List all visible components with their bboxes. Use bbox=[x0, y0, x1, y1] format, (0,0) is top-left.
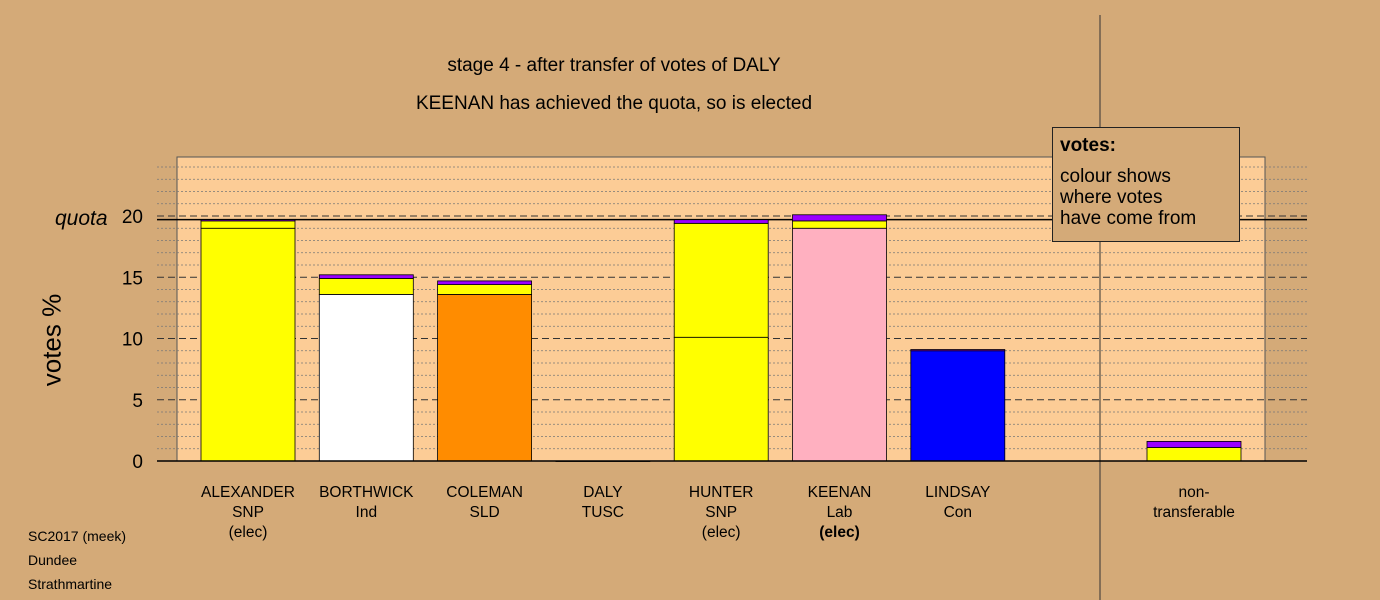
bar-coleman-segment bbox=[437, 280, 533, 285]
bar-hunter-segment bbox=[673, 222, 769, 338]
bar-alexander-segment bbox=[200, 219, 296, 222]
bar-keenan-segment bbox=[792, 220, 887, 229]
legend-line: where votes bbox=[1060, 187, 1163, 208]
footer-election: SC2017 (meek) bbox=[28, 528, 127, 544]
candidate-name: BORTHWICK bbox=[319, 484, 414, 501]
bar-borthwick-segment bbox=[318, 274, 414, 279]
non-transferable-label-line: non- bbox=[1178, 484, 1210, 501]
bar-alexander-segment bbox=[200, 227, 296, 462]
candidate-name: ALEXANDER bbox=[201, 484, 295, 501]
candidate-party: Con bbox=[943, 504, 973, 521]
bar-non-transferable-segment bbox=[1146, 440, 1242, 448]
legend-heading: votes: bbox=[1060, 135, 1116, 156]
legend-line: colour shows bbox=[1060, 166, 1171, 187]
candidate-name: KEENAN bbox=[807, 484, 872, 501]
candidate-party: SNP bbox=[232, 504, 264, 521]
legend-line: have come from bbox=[1060, 208, 1197, 229]
chart-title-stage: stage 4 - after transfer of votes of DAL… bbox=[447, 55, 781, 76]
candidate-party: Lab bbox=[826, 504, 853, 521]
legend: votes: colour shows where votes have com… bbox=[1052, 127, 1240, 242]
bar-borthwick-segment bbox=[318, 293, 414, 462]
candidate-label-daly: DALY TUSC bbox=[543, 483, 663, 523]
candidate-label-keenan: KEENAN Lab (elec) bbox=[780, 483, 900, 543]
y-tick-label: 5 bbox=[132, 391, 143, 412]
candidate-name: DALY bbox=[583, 484, 623, 501]
candidate-name: LINDSAY bbox=[925, 484, 991, 501]
candidate-status: (elec) bbox=[701, 524, 741, 541]
candidate-label-alexander: ALEXANDER SNP (elec) bbox=[188, 483, 308, 543]
candidate-party: SNP bbox=[705, 504, 738, 521]
y-tick-label: 20 bbox=[122, 207, 143, 228]
bar-borthwick-segment bbox=[318, 278, 414, 295]
axes: 0 5 10 15 20 bbox=[122, 15, 1307, 600]
candidate-label-coleman: COLEMAN SLD bbox=[425, 483, 545, 523]
y-tick-label: 15 bbox=[122, 268, 143, 289]
candidate-party: SLD bbox=[469, 504, 500, 521]
footer-council: Dundee bbox=[28, 552, 78, 568]
bar-keenan-segment bbox=[792, 227, 887, 462]
candidate-party: Ind bbox=[355, 504, 378, 521]
candidate-label-borthwick: BORTHWICK Ind bbox=[306, 483, 426, 523]
candidate-party: TUSC bbox=[581, 504, 624, 521]
candidate-label-hunter: HUNTER SNP (elec) bbox=[661, 483, 781, 543]
candidate-status: (elec) bbox=[819, 524, 860, 541]
y-tick-label: 0 bbox=[132, 452, 143, 473]
bar-non-transferable-segment bbox=[1146, 447, 1242, 462]
non-transferable-label-line: transferable bbox=[1153, 504, 1235, 521]
bar-coleman-segment bbox=[437, 284, 533, 295]
bars bbox=[200, 214, 1242, 462]
footer-ward: Strathmartine bbox=[28, 576, 113, 592]
bar-hunter-segment bbox=[673, 336, 769, 462]
candidate-status: (elec) bbox=[228, 524, 268, 541]
y-tick-label: 10 bbox=[122, 330, 143, 351]
chart-title-status: KEENAN has achieved the quota, so is ele… bbox=[415, 93, 813, 114]
bar-keenan-segment bbox=[792, 214, 887, 222]
non-transferable-label: non-transferable bbox=[1134, 483, 1254, 523]
bar-coleman-segment bbox=[437, 293, 533, 462]
bar-lindsay-segment bbox=[910, 350, 1006, 462]
quota-label: quota bbox=[55, 207, 108, 230]
candidate-name: HUNTER bbox=[688, 484, 754, 501]
candidate-name: COLEMAN bbox=[446, 484, 523, 501]
bar-alexander-segment bbox=[200, 220, 296, 229]
bar-lindsay-segment bbox=[910, 349, 1006, 352]
y-axis-label: votes % bbox=[36, 293, 67, 387]
bar-hunter-segment bbox=[673, 219, 769, 224]
candidate-label-lindsay: LINDSAY Con bbox=[898, 483, 1018, 523]
